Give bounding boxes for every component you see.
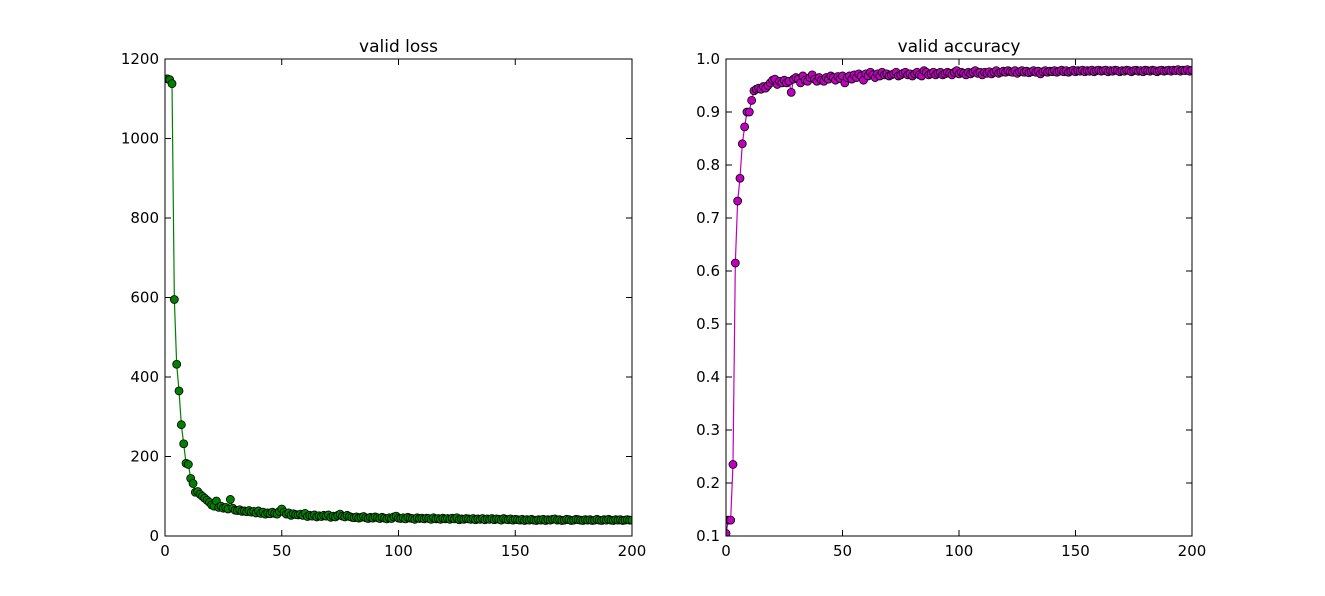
marker bbox=[737, 139, 747, 149]
marker bbox=[627, 515, 632, 525]
marker bbox=[747, 95, 757, 105]
y-tick-label: 400 bbox=[130, 368, 159, 386]
plot-area bbox=[165, 59, 632, 536]
y-tick-label: 1200 bbox=[121, 50, 159, 68]
marker bbox=[740, 122, 750, 132]
x-tick-label: 100 bbox=[945, 542, 974, 560]
plot-area bbox=[726, 59, 1192, 536]
marker bbox=[179, 439, 189, 449]
x-tick-label: 0 bbox=[160, 542, 170, 560]
marker bbox=[176, 420, 186, 430]
y-tick-label: 200 bbox=[130, 448, 159, 466]
x-tick-label: 50 bbox=[833, 542, 852, 560]
plot-content bbox=[165, 74, 632, 525]
marker bbox=[786, 87, 796, 97]
marker bbox=[726, 515, 736, 525]
marker bbox=[172, 359, 182, 369]
marker bbox=[728, 460, 738, 469]
plot-content bbox=[726, 65, 1192, 536]
x-tick-label: 200 bbox=[618, 542, 647, 560]
marker bbox=[225, 495, 235, 504]
y-tick-label: 0.8 bbox=[696, 156, 720, 174]
y-tick-label: 1000 bbox=[121, 130, 159, 148]
y-tick-label: 800 bbox=[130, 209, 159, 227]
y-tick-label: 0.9 bbox=[696, 103, 720, 121]
y-tick-label: 0.3 bbox=[696, 421, 720, 439]
marker bbox=[726, 528, 731, 536]
marker bbox=[169, 295, 179, 304]
y-tick-label: 0.4 bbox=[696, 368, 720, 386]
marker bbox=[733, 196, 743, 206]
y-tick-label: 0.7 bbox=[696, 209, 720, 227]
x-tick-label: 0 bbox=[721, 542, 731, 560]
x-tick-label: 100 bbox=[384, 542, 413, 560]
x-tick-label: 50 bbox=[272, 542, 291, 560]
y-tick-label: 0.2 bbox=[696, 474, 720, 492]
subplot: 0 200 400 600 800 1000 1200 0 50 100 150 200 valid l… bbox=[121, 37, 647, 560]
marker bbox=[735, 173, 745, 183]
x-tick-label: 150 bbox=[501, 542, 530, 560]
marker bbox=[183, 460, 193, 469]
marker bbox=[730, 258, 740, 268]
y-tick-label: 0 bbox=[149, 527, 159, 545]
x-tick-label: 150 bbox=[1061, 542, 1090, 560]
y-tick-label: 600 bbox=[130, 289, 159, 307]
chart-title: valid loss bbox=[359, 37, 438, 57]
y-tick-label: 0.1 bbox=[696, 527, 720, 545]
marker bbox=[188, 479, 198, 488]
marker bbox=[174, 386, 184, 396]
subplot: 0.1 0.2 0.3 0.4 0.5 0.6 0.7 0.8 0.9 1.0 0 50 100 150 2… bbox=[696, 37, 1206, 560]
marker bbox=[744, 107, 754, 117]
x-tick-label: 200 bbox=[1178, 542, 1207, 560]
marker bbox=[1187, 65, 1192, 75]
marker bbox=[167, 79, 177, 89]
y-tick-label: 0.6 bbox=[696, 262, 720, 280]
y-tick-label: 1.0 bbox=[696, 50, 720, 68]
chart-title: valid accuracy bbox=[898, 37, 1021, 57]
y-tick-label: 0.5 bbox=[696, 315, 720, 333]
